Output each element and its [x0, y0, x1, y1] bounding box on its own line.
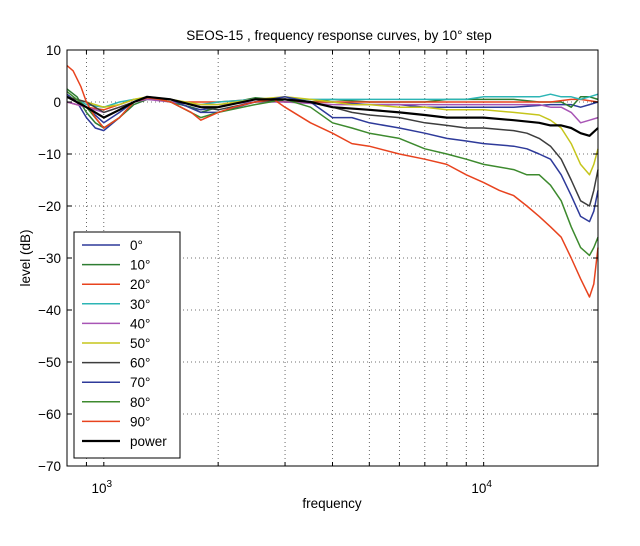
- y-tick-label: 0: [53, 95, 61, 110]
- y-tick-label: −50: [38, 355, 61, 370]
- legend-label: 90°: [130, 414, 150, 429]
- legend-label: 30°: [130, 297, 150, 312]
- series-line-3: [66, 93, 599, 108]
- axis-ticks: 10 0 −10 −20 −30 −40 −50 −60 −70 103 104: [38, 43, 598, 496]
- series-line-9: [66, 65, 599, 298]
- legend-label: 20°: [130, 277, 150, 292]
- x-axis-label: frequency: [302, 496, 362, 511]
- legend-label: 70°: [130, 375, 150, 390]
- y-tick-label: −60: [38, 407, 61, 422]
- y-tick-label: −30: [38, 251, 61, 266]
- legend-label: 0°: [130, 238, 143, 253]
- legend-label: 40°: [130, 316, 150, 331]
- x-tick-label: 104: [471, 479, 492, 496]
- x-tick-label: 103: [92, 479, 113, 496]
- legend-label: 80°: [130, 395, 150, 410]
- chart-title: SEOS-15 , frequency response curves, by …: [186, 28, 492, 43]
- y-tick-label: −10: [38, 147, 61, 162]
- series-line-5: [66, 96, 599, 176]
- series-lines: [66, 65, 599, 298]
- legend: 0° 10° 20° 30° 40° 50° 60° 70° 80° 90° power: [73, 231, 181, 459]
- y-tick-label: −70: [38, 459, 61, 474]
- legend-label: 50°: [130, 336, 150, 351]
- series-line-10: [66, 95, 599, 137]
- legend-label: 60°: [130, 356, 150, 371]
- y-axis-label: level (dB): [18, 229, 33, 286]
- y-tick-label: −20: [38, 199, 61, 214]
- y-tick-label: −40: [38, 303, 61, 318]
- legend-box: [73, 231, 181, 459]
- legend-label: 10°: [130, 258, 150, 273]
- y-tick-label: 10: [46, 43, 61, 58]
- legend-label: power: [130, 434, 167, 449]
